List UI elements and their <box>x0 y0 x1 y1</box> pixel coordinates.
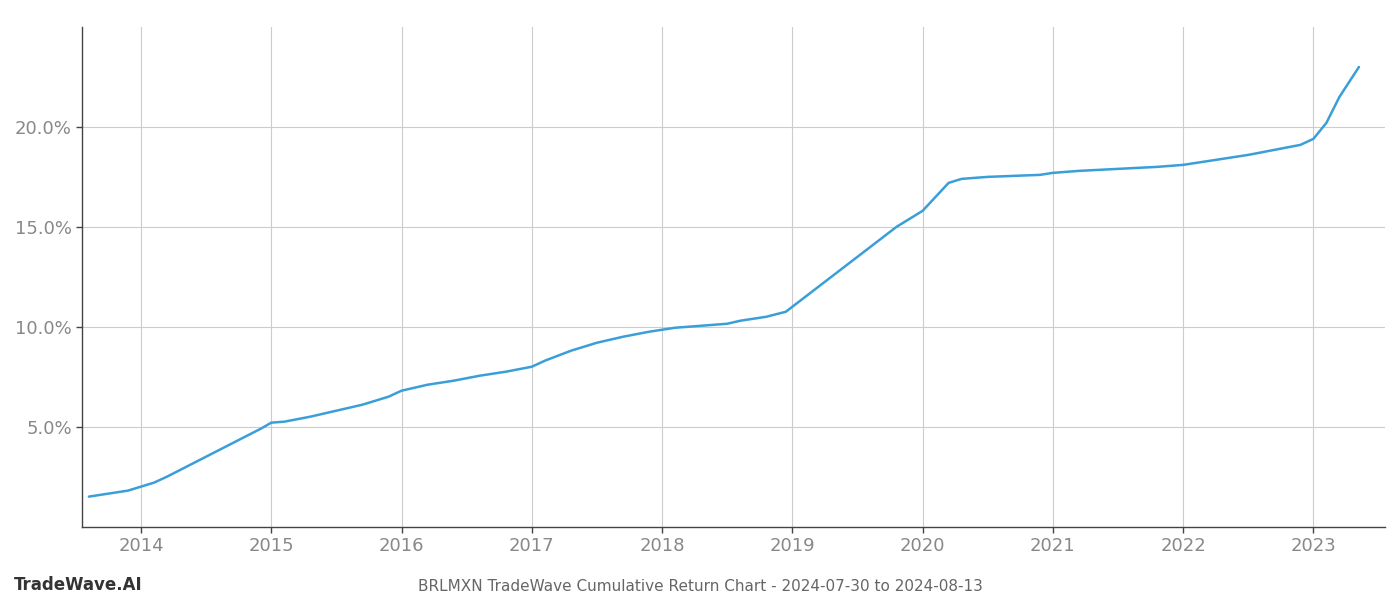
Text: BRLMXN TradeWave Cumulative Return Chart - 2024-07-30 to 2024-08-13: BRLMXN TradeWave Cumulative Return Chart… <box>417 579 983 594</box>
Text: TradeWave.AI: TradeWave.AI <box>14 576 143 594</box>
